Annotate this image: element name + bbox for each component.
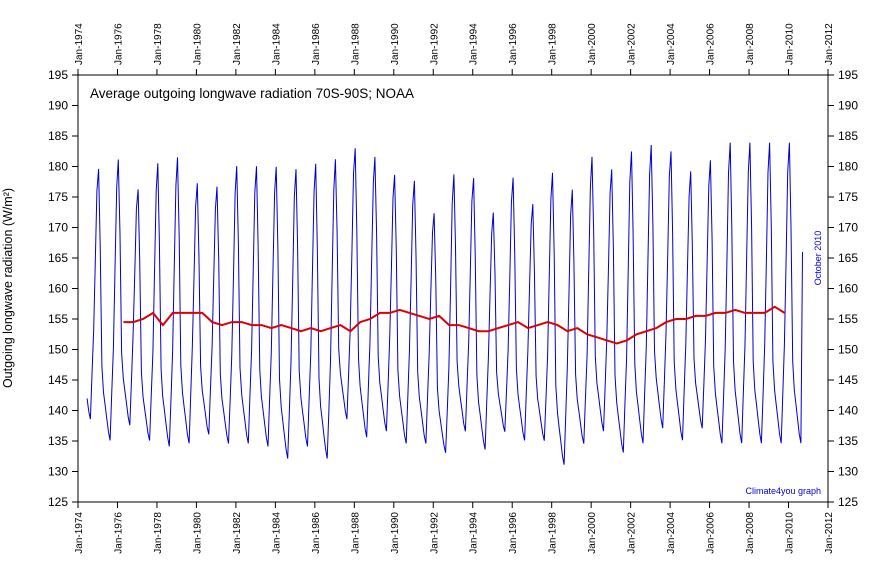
series-monthly-line (86, 142, 803, 465)
y-tick-label-right: 185 (838, 129, 858, 143)
x-tick-label-bottom: Jan-1994 (469, 512, 480, 554)
y-tick-label-left: 185 (48, 129, 68, 143)
x-tick-label-top: Jan-1976 (113, 23, 124, 65)
x-tick-label-top: Jan-2010 (785, 23, 796, 65)
y-tick-label-right: 140 (838, 404, 858, 418)
y-tick-label-left: 135 (48, 434, 68, 448)
y-tick-label-left: 160 (48, 282, 68, 296)
x-tick-label-bottom: Jan-1998 (548, 512, 559, 554)
y-tick-label-right: 145 (838, 373, 858, 387)
y-tick-label-right: 150 (838, 343, 858, 357)
y-tick-label-right: 130 (838, 465, 858, 479)
y-tick-label-right: 155 (838, 312, 858, 326)
series-running-mean-line (123, 305, 786, 345)
y-axis-label: Outgoing longwave radiation (W/m²) (1, 188, 15, 388)
x-tick-label-bottom: Jan-1996 (508, 512, 519, 554)
y-axis-right: 125 130 135 140 145 150 155 160 165 170 175 180 185 1… (828, 68, 858, 509)
y-tick-label-left: 145 (48, 373, 68, 387)
x-tick-label-bottom: Jan-1976 (113, 512, 124, 554)
x-tick-label-top: Jan-1994 (469, 23, 480, 65)
x-tick-label-bottom: Jan-2010 (785, 512, 796, 554)
x-tick-label-top: Jan-1974 (74, 23, 85, 65)
x-tick-label-top: Jan-1982 (232, 23, 243, 65)
x-tick-label-top: Jan-1992 (429, 23, 440, 65)
x-tick-label-top: Jan-1990 (390, 23, 401, 65)
y-tick-label-right: 125 (838, 495, 858, 509)
x-tick-label-top: Jan-2012 (824, 23, 835, 65)
y-tick-label-left: 170 (48, 221, 68, 235)
x-tick-label-bottom: Jan-1978 (153, 512, 164, 554)
x-tick-label-top: Jan-2002 (627, 23, 638, 65)
x-tick-label-bottom: Jan-2012 (824, 512, 835, 554)
y-tick-label-right: 180 (838, 160, 858, 174)
x-tick-label-bottom: Jan-1984 (271, 512, 282, 554)
y-tick-label-left: 155 (48, 312, 68, 326)
y-tick-label-right: 135 (838, 434, 858, 448)
x-tick-label-bottom: Jan-1982 (232, 512, 243, 554)
x-tick-label-bottom: Jan-1974 (74, 512, 85, 554)
y-tick-label-left: 140 (48, 404, 68, 418)
y-tick-label-right: 195 (838, 68, 858, 82)
x-tick-label-top: Jan-2000 (587, 23, 598, 65)
x-tick-label-top: Jan-2008 (745, 23, 756, 65)
x-tick-label-top: Jan-1984 (271, 23, 282, 65)
x-tick-label-top: Jan-1980 (192, 23, 203, 65)
y-tick-label-left: 130 (48, 465, 68, 479)
y-tick-label-left: 125 (48, 495, 68, 509)
x-tick-label-bottom: Jan-2006 (706, 512, 717, 554)
x-tick-label-top: Jan-2006 (706, 23, 717, 65)
x-tick-label-bottom: Jan-2002 (627, 512, 638, 554)
x-tick-label-top: Jan-1988 (350, 23, 361, 65)
x-tick-label-bottom: Jan-1988 (350, 512, 361, 554)
y-tick-label-right: 160 (838, 282, 858, 296)
y-tick-label-left: 150 (48, 343, 68, 357)
y-tick-label-left: 190 (48, 99, 68, 113)
y-tick-label-right: 165 (838, 251, 858, 265)
x-tick-label-top: Jan-2004 (666, 23, 677, 65)
x-tick-label-bottom: Jan-1992 (429, 512, 440, 554)
y-tick-label-left: 165 (48, 251, 68, 265)
x-tick-label-top: Jan-1998 (548, 23, 559, 65)
y-axis-left: 125 130 135 140 145 150 155 160 165 170 175 180 185 1… (48, 68, 78, 509)
x-tick-label-top: Jan-1996 (508, 23, 519, 65)
credit-label: Climate4you graph (745, 486, 821, 496)
x-tick-label-bottom: Jan-2008 (745, 512, 756, 554)
x-tick-label-top: Jan-1978 (153, 23, 164, 65)
x-tick-label-top: Jan-1986 (311, 23, 322, 65)
series-layer (86, 142, 803, 465)
y-tick-label-right: 175 (838, 190, 858, 204)
y-tick-label-right: 190 (838, 99, 858, 113)
x-axis-top: Jan-1974 Jan-1976 Jan-1978 Jan-1980 Jan-1982… (74, 23, 835, 75)
x-tick-label-bottom: Jan-1980 (192, 512, 203, 554)
plot-area (77, 74, 829, 503)
x-tick-label-bottom: Jan-2000 (587, 512, 598, 554)
x-tick-label-bottom: Jan-2004 (666, 512, 677, 554)
x-tick-label-bottom: Jan-1986 (311, 512, 322, 554)
x-axis-bottom: Jan-1974 Jan-1976 Jan-1978 Jan-1980 Jan-1982… (74, 502, 835, 554)
y-tick-label-left: 180 (48, 160, 68, 174)
annotation-label: October 2010 (813, 231, 823, 286)
y-tick-label-left: 195 (48, 68, 68, 82)
x-tick-label-bottom: Jan-1990 (390, 512, 401, 554)
chart-title: Average outgoing longwave radiation 70S-… (90, 86, 414, 101)
y-tick-label-right: 170 (838, 221, 858, 235)
y-tick-label-left: 175 (48, 190, 68, 204)
